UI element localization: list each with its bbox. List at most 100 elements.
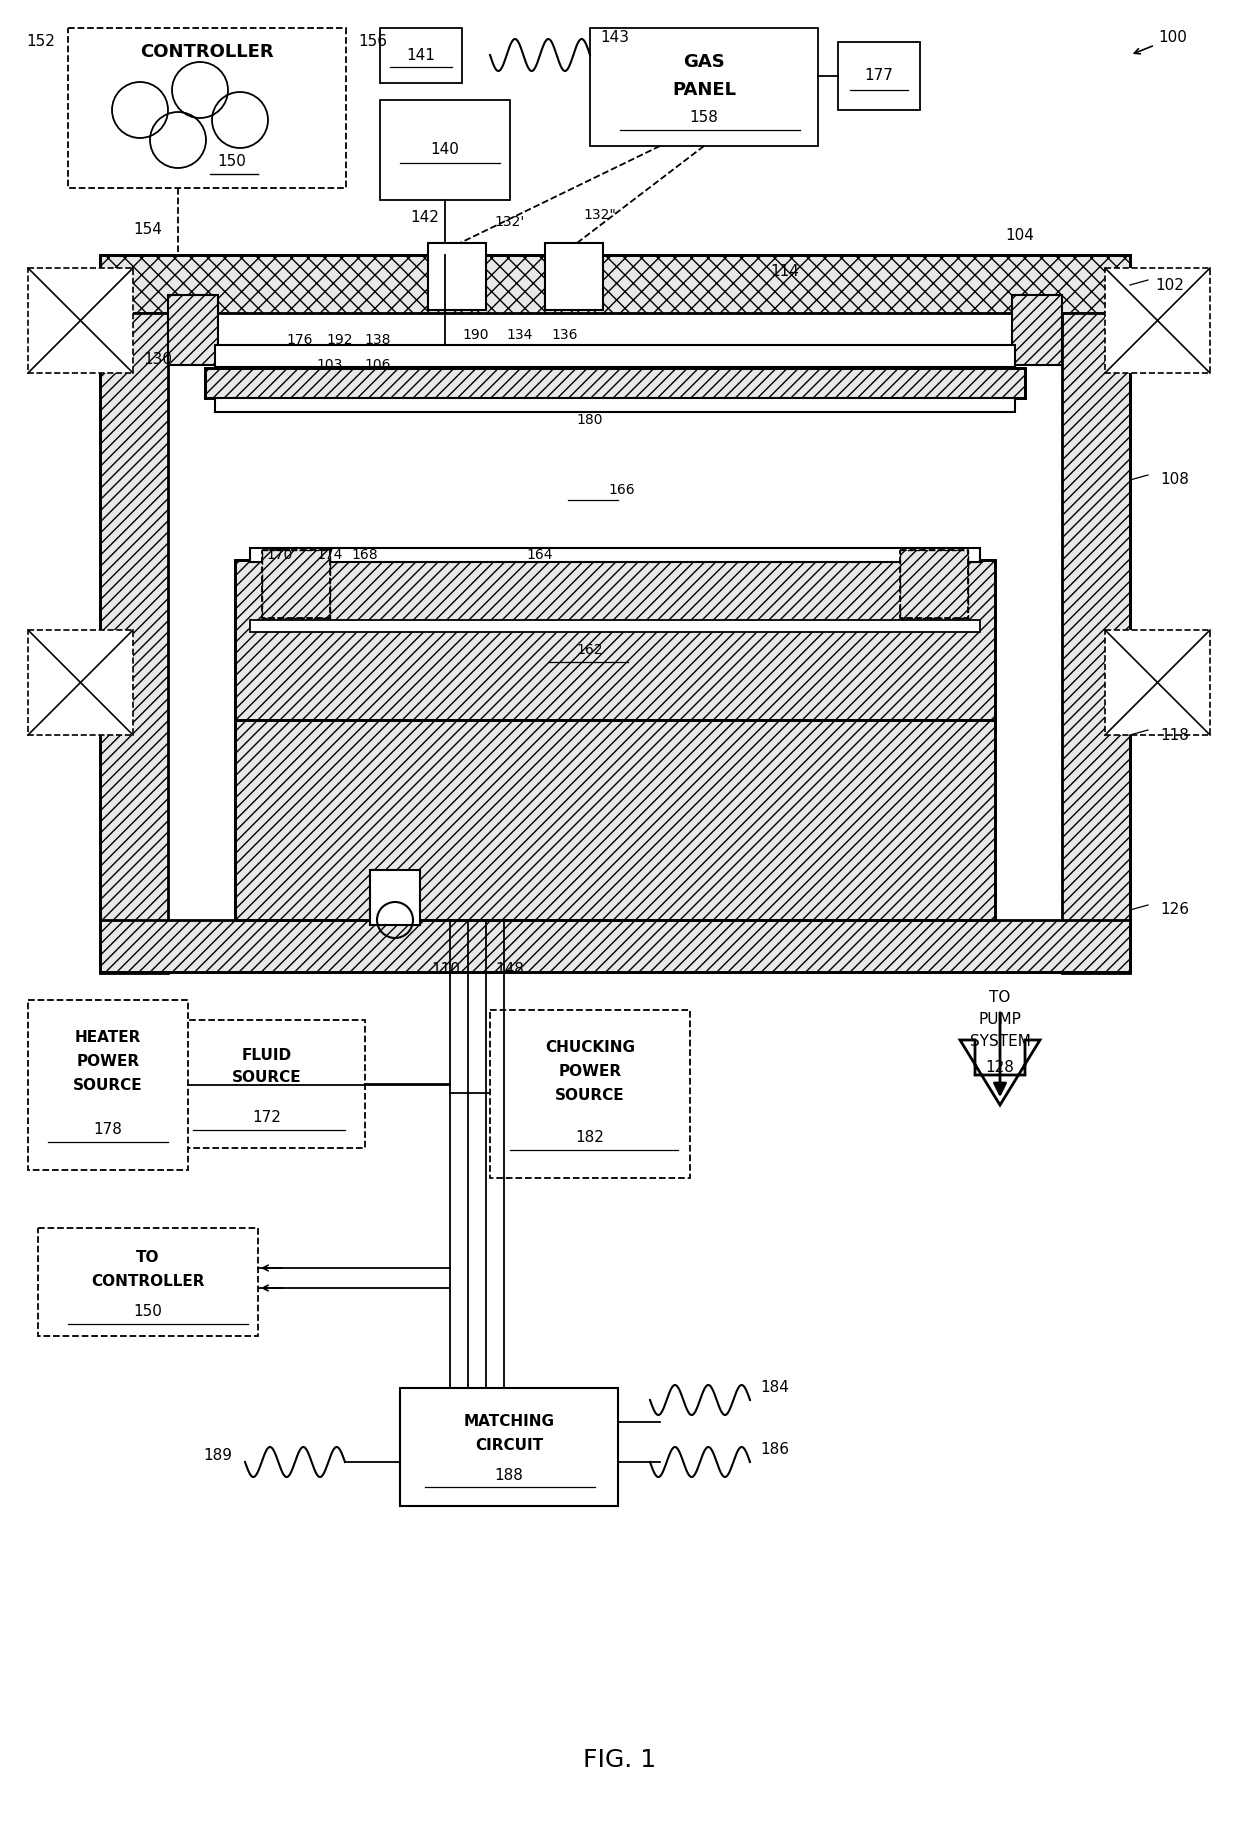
- Text: 103: 103: [316, 357, 343, 372]
- Polygon shape: [960, 1041, 1040, 1105]
- Text: 189: 189: [203, 1447, 232, 1462]
- Bar: [1061, 313, 1130, 973]
- Text: 168: 168: [352, 548, 378, 562]
- Text: PANEL: PANEL: [672, 81, 737, 99]
- Text: PUMP: PUMP: [978, 1013, 1022, 1028]
- Text: 184: 184: [760, 1381, 789, 1396]
- Bar: [546, 244, 603, 310]
- Bar: [900, 550, 968, 617]
- Text: 182: 182: [575, 1130, 604, 1145]
- Text: CHUCKING: CHUCKING: [546, 1041, 635, 1055]
- Text: 128: 128: [986, 1061, 1014, 1075]
- Bar: [205, 368, 1025, 398]
- Bar: [38, 1227, 258, 1336]
- Bar: [236, 720, 994, 920]
- Text: 170: 170: [267, 548, 293, 562]
- Text: 141: 141: [407, 48, 435, 62]
- Bar: [100, 920, 1130, 973]
- Text: 132': 132': [495, 214, 525, 229]
- Text: TO: TO: [136, 1251, 160, 1266]
- Bar: [170, 1020, 365, 1149]
- Text: 190: 190: [463, 328, 490, 343]
- Bar: [590, 27, 818, 147]
- Bar: [379, 101, 510, 200]
- Text: 174: 174: [316, 548, 343, 562]
- Text: CONTROLLER: CONTROLLER: [92, 1275, 205, 1290]
- Bar: [205, 368, 1025, 398]
- Bar: [29, 1000, 188, 1171]
- Text: 162: 162: [577, 643, 603, 658]
- Text: SOURCE: SOURCE: [556, 1088, 625, 1103]
- Bar: [262, 550, 330, 617]
- Bar: [1105, 630, 1210, 735]
- Text: 108: 108: [1159, 473, 1189, 487]
- Text: 172: 172: [253, 1110, 281, 1125]
- Text: 150: 150: [217, 154, 247, 170]
- Text: 178: 178: [93, 1123, 123, 1138]
- Bar: [370, 870, 420, 925]
- Text: 142: 142: [410, 211, 439, 225]
- Text: FIG. 1: FIG. 1: [584, 1748, 656, 1772]
- Text: 152: 152: [26, 35, 55, 49]
- Text: 143: 143: [600, 31, 629, 46]
- Text: 177: 177: [864, 68, 894, 84]
- Bar: [490, 1009, 689, 1178]
- Bar: [250, 548, 980, 562]
- Bar: [100, 255, 1130, 973]
- Bar: [29, 630, 133, 735]
- Text: 130: 130: [144, 352, 172, 368]
- Bar: [100, 313, 167, 973]
- Text: 154: 154: [134, 222, 162, 238]
- Text: 156: 156: [358, 35, 387, 49]
- Bar: [215, 344, 1016, 366]
- Text: SOURCE: SOURCE: [232, 1070, 301, 1086]
- Bar: [838, 42, 920, 110]
- Text: GAS: GAS: [683, 53, 725, 71]
- Text: 140: 140: [430, 143, 460, 158]
- Text: 148: 148: [496, 962, 525, 978]
- Bar: [428, 244, 486, 310]
- Text: POWER: POWER: [558, 1064, 621, 1079]
- Bar: [236, 561, 994, 720]
- Text: 136: 136: [552, 328, 578, 343]
- Text: 164: 164: [527, 548, 553, 562]
- Bar: [100, 255, 1130, 313]
- Bar: [215, 398, 1016, 412]
- Bar: [379, 27, 463, 82]
- Text: 110: 110: [432, 962, 460, 978]
- Text: 176: 176: [286, 333, 314, 346]
- Text: 104: 104: [1006, 227, 1034, 242]
- Text: 106: 106: [365, 357, 392, 372]
- Text: 138: 138: [365, 333, 392, 346]
- Text: 186: 186: [760, 1442, 789, 1458]
- Text: CIRCUIT: CIRCUIT: [475, 1438, 543, 1453]
- Text: CONTROLLER: CONTROLLER: [140, 42, 274, 60]
- Text: SOURCE: SOURCE: [73, 1079, 143, 1094]
- Text: 150: 150: [134, 1304, 162, 1319]
- Bar: [68, 27, 346, 189]
- Text: 118: 118: [1159, 727, 1189, 742]
- Text: 158: 158: [689, 110, 718, 126]
- Text: 132": 132": [584, 209, 616, 222]
- Bar: [401, 1389, 618, 1506]
- Text: TO: TO: [990, 991, 1011, 1006]
- Text: 126: 126: [1159, 903, 1189, 918]
- Text: SYSTEM: SYSTEM: [970, 1035, 1030, 1050]
- Text: 192: 192: [327, 333, 353, 346]
- Bar: [236, 720, 994, 920]
- Bar: [1012, 295, 1061, 365]
- Bar: [29, 267, 133, 374]
- Bar: [1105, 267, 1210, 374]
- Text: 134: 134: [507, 328, 533, 343]
- Text: MATCHING: MATCHING: [464, 1414, 554, 1429]
- Bar: [900, 550, 968, 617]
- Text: HEATER: HEATER: [74, 1030, 141, 1046]
- Bar: [262, 550, 330, 617]
- Bar: [250, 619, 980, 632]
- Text: 114: 114: [770, 264, 800, 280]
- Bar: [167, 295, 218, 365]
- Bar: [236, 561, 994, 720]
- Text: 166: 166: [609, 484, 635, 496]
- Text: 188: 188: [495, 1467, 523, 1482]
- Text: 180: 180: [577, 412, 603, 427]
